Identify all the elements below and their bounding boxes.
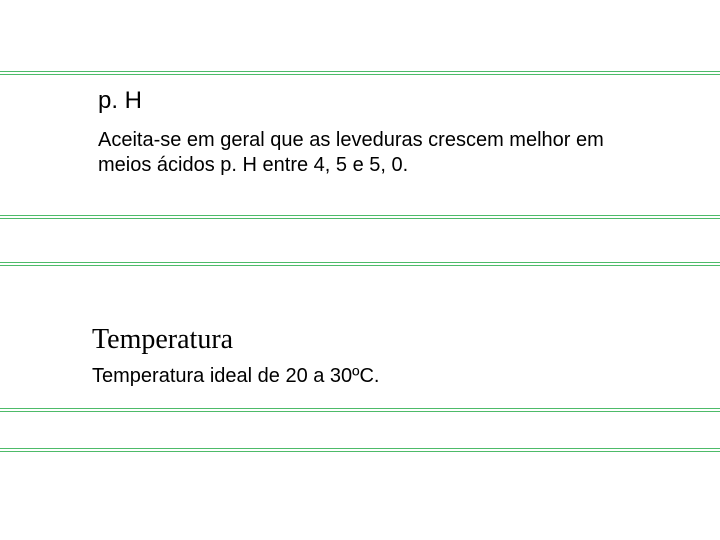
section-heading-temperatura: Temperatura (92, 324, 233, 356)
section-body-temperatura: Temperatura ideal de 20 a 30ºC. (92, 364, 652, 389)
slide: p. H Aceita-se em geral que as leveduras… (0, 0, 720, 540)
horizontal-rule (0, 71, 720, 75)
horizontal-rule (0, 448, 720, 452)
section-body-ph: Aceita-se em geral que as leveduras cres… (98, 128, 658, 178)
horizontal-rule (0, 215, 720, 219)
horizontal-rule (0, 262, 720, 266)
horizontal-rule (0, 408, 720, 412)
section-heading-ph: p. H (98, 87, 142, 115)
